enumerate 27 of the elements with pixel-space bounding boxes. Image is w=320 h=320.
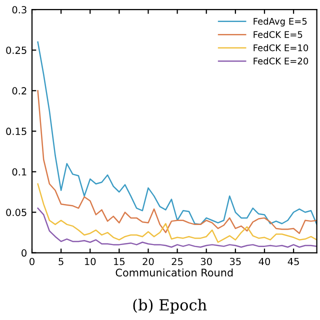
x-tick-label: 35 [230,258,241,266]
x-tick-label: 10 [85,258,96,266]
line-series [37,208,317,248]
line-series [37,90,317,234]
legend-label: FedCK E=20 [254,57,308,64]
x-tick-label: 15 [114,258,125,266]
x-tick-label: 40 [258,258,270,266]
x-tick-label: 0 [30,258,34,266]
y-tick-label: 0.2 [12,87,26,94]
legend-label: FedCK E=10 [254,44,308,52]
legend-label: FedAvg E=5 [254,18,307,26]
y-tick-label: 0.25 [6,46,26,54]
x-axis-title: Communication Round [116,268,233,277]
x-tick-label: 25 [172,258,183,266]
x-tick-label: 20 [142,258,154,266]
y-tick-label: 0 [22,249,26,257]
legend-label: FedCK E=5 [254,30,302,38]
x-tick-label: 5 [58,258,64,266]
y-tick-label: 0.3 [12,6,26,14]
y-tick-label: 0.15 [6,128,26,136]
text: (b) Epoch [133,298,207,314]
line-series [37,41,317,226]
line-series [37,183,317,243]
x-tick-label: 45 [288,258,299,266]
x-tick-label: 30 [200,258,212,266]
y-tick-label: 0.05 [6,208,26,216]
y-tick-label: 0.1 [12,168,26,176]
